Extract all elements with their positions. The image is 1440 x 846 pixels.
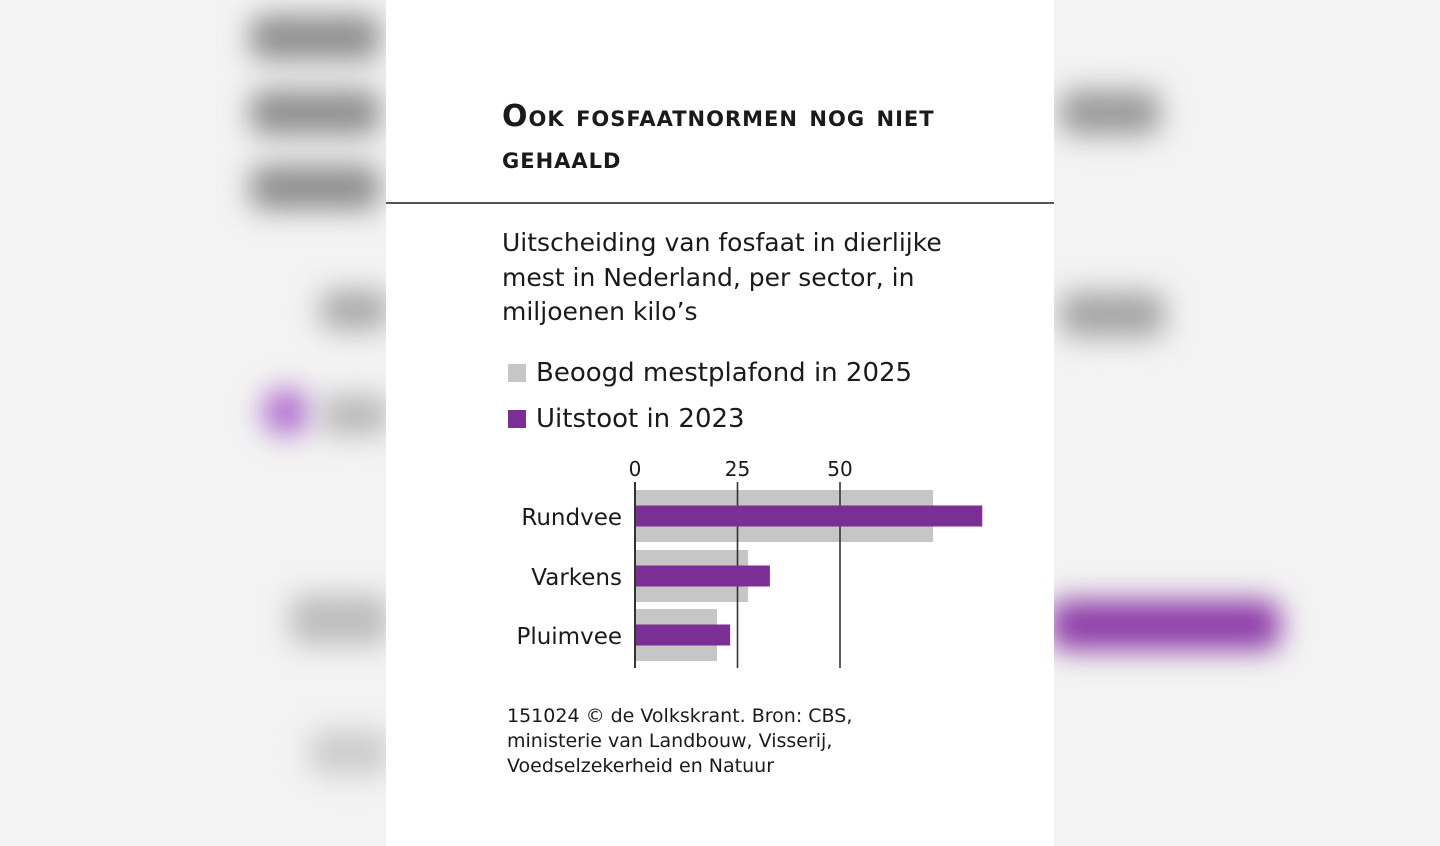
background-blur-block <box>310 730 390 775</box>
bar-uitstoot-rundvee <box>635 505 983 527</box>
background-blur-block <box>262 388 310 436</box>
legend-label-uitstoot: Uitstoot in 2023 <box>536 404 745 434</box>
x-tick-label: 50 <box>827 457 852 481</box>
legend-swatch-uitstoot <box>508 410 526 428</box>
x-tick-label: 0 <box>629 457 642 481</box>
background-blur-block <box>250 165 380 210</box>
background-blur-block <box>320 290 390 330</box>
source-credit: 151024 © de Volkskrant. Bron: CBS, minis… <box>507 705 853 777</box>
chart-title: Ook fosfaatnormen nog niet gehaald <box>502 99 935 176</box>
legend-swatch-plafond <box>508 364 526 382</box>
title-divider <box>386 202 1054 204</box>
background-blur-block <box>250 90 380 135</box>
background-blur-block <box>1060 292 1165 337</box>
background-blur-block <box>1060 90 1160 135</box>
background-blur-block <box>320 395 390 435</box>
legend-label-plafond: Beoogd mestplafond in 2025 <box>536 358 913 388</box>
background-blur-block <box>250 15 380 60</box>
category-label-rundvee: Rundvee <box>521 505 622 531</box>
x-tick-label: 25 <box>725 457 750 481</box>
chart-subtitle: Uitscheiding van fosfaat in dierlijke me… <box>502 228 942 326</box>
category-label-pluimvee: Pluimvee <box>516 624 622 650</box>
bar-uitstoot-pluimvee <box>635 624 731 646</box>
bar-chart: 0 25 50 Rundvee Varkens Pluimvee <box>516 457 983 668</box>
infographic-card: Ook fosfaatnormen nog niet gehaald Uitsc… <box>386 0 1054 846</box>
bar-uitstoot-varkens <box>635 565 770 587</box>
background-blur-block <box>290 595 390 645</box>
category-label-varkens: Varkens <box>531 565 622 591</box>
background-blur-block <box>1050 600 1280 650</box>
